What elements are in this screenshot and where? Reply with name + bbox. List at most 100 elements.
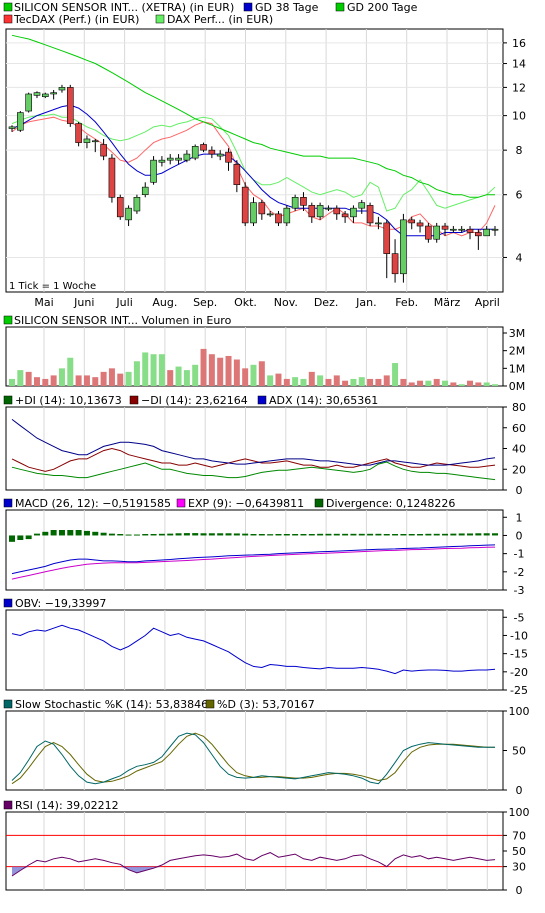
volume-bar: [467, 380, 474, 386]
candle-body: [225, 151, 232, 163]
legend-gd38: GD 38 Tage: [255, 1, 319, 14]
candle-body: [8, 126, 16, 129]
divergence-bar: [192, 533, 199, 536]
rsi-y-tick-label: 0: [516, 884, 523, 897]
divergence-bar: [383, 534, 390, 536]
macd-y-tick-label: -2: [514, 566, 525, 579]
month-label: Jan.: [355, 296, 376, 309]
adx-line: [11, 419, 496, 466]
candle-body: [308, 205, 316, 218]
divergence-bar: [142, 534, 149, 536]
candle-body: [216, 153, 224, 157]
volume-bar: [58, 368, 65, 386]
month-label: Okt.: [234, 296, 257, 309]
candle-body: [441, 225, 449, 230]
volume-bar: [475, 382, 482, 386]
divergence-bar: [358, 533, 365, 536]
volume-bar: [133, 361, 140, 386]
volume-bar: [300, 378, 307, 386]
candle-body: [108, 157, 116, 198]
volume-bar: [117, 373, 124, 386]
macd-legend-box: [314, 498, 324, 508]
candle-body: [66, 87, 74, 124]
gd200-line: [11, 34, 495, 198]
volume-bar: [275, 373, 282, 386]
candle-body: [75, 123, 82, 143]
divergence-bar: [50, 530, 57, 536]
divergence-bar: [117, 534, 124, 536]
price-y-tick-label: 16: [512, 37, 526, 50]
volume-bar: [433, 378, 440, 386]
obv-y-tick-label: -5: [514, 611, 525, 624]
volume-bar: [308, 371, 315, 386]
divergence-bar: [417, 534, 424, 536]
dmi-y-tick-label: 60: [512, 422, 526, 435]
candle-body: [300, 196, 307, 206]
volume-bar: [33, 377, 40, 386]
month-label: Aug.: [152, 296, 177, 309]
volume-bar: [100, 371, 107, 386]
volume-bar: [325, 378, 332, 386]
volume-bar: [367, 378, 374, 386]
month-label: Juli: [115, 296, 132, 309]
rsi-panel: [5, 811, 504, 891]
price-panel: [5, 28, 504, 293]
volume-bar: [125, 371, 132, 386]
candle-body: [191, 146, 199, 159]
volume-bar: [392, 363, 399, 386]
volume-bar: [183, 370, 190, 386]
candle-body: [450, 228, 457, 231]
candle-body: [400, 219, 407, 275]
divergence-bar: [125, 534, 132, 536]
month-label: April: [475, 296, 500, 309]
volume-bar: [250, 364, 257, 386]
dmi-legend-box: [129, 395, 139, 405]
obv-y-tick-label: -20: [510, 666, 528, 679]
volume-y-tick-label: 0M: [509, 380, 526, 393]
price-y-tick-label: 8: [516, 144, 523, 157]
dmi-y-tick-label: 20: [512, 463, 526, 476]
volume-bar: [108, 368, 115, 386]
stochastic-y-tick-label: 0: [516, 784, 523, 797]
candle-body: [250, 202, 257, 224]
stochastic-k-line: [11, 732, 495, 785]
volume-bar: [283, 378, 290, 386]
candle-body: [375, 222, 382, 225]
volume-bar: [225, 355, 232, 386]
volume-bar: [483, 382, 490, 386]
divergence-bar: [242, 533, 249, 536]
obv-panel: [5, 609, 504, 691]
volume-bar: [92, 377, 99, 386]
dmi-legend-box: [257, 395, 267, 405]
divergence-bar: [17, 535, 24, 540]
price-y-tick-label: 4: [516, 251, 523, 264]
volume-y-tick-label: 3M: [509, 327, 526, 340]
divergence-bar: [350, 533, 357, 536]
volume-y-tick-label: 1M: [509, 362, 526, 375]
legend-tecdax-box: [3, 14, 13, 24]
month-label: Nov.: [274, 296, 298, 309]
divergence-bar: [250, 534, 257, 536]
volume-bar: [408, 382, 415, 386]
rsi-y-tick-label: 50: [512, 845, 526, 858]
volume-bar: [258, 361, 265, 386]
candle-body: [350, 207, 357, 218]
candle-body: [466, 228, 474, 233]
obv-legend: OBV: −19,33997: [15, 597, 106, 610]
divergence-bar: [233, 533, 240, 536]
candle-body: [233, 164, 241, 186]
candle-body: [258, 202, 266, 215]
divergence-bar: [492, 533, 498, 536]
candle-body: [266, 213, 274, 216]
volume-bar: [375, 378, 382, 386]
candle-body: [458, 228, 465, 231]
candle-body: [208, 149, 216, 155]
month-label: Juni: [73, 296, 94, 309]
divergence-bar: [300, 534, 307, 536]
divergence-bar: [267, 534, 274, 536]
volume-bar: [233, 359, 240, 386]
candle-body: [150, 159, 157, 183]
candle-body: [116, 196, 124, 218]
volume-bar: [317, 375, 324, 386]
volume-bar: [333, 375, 340, 386]
